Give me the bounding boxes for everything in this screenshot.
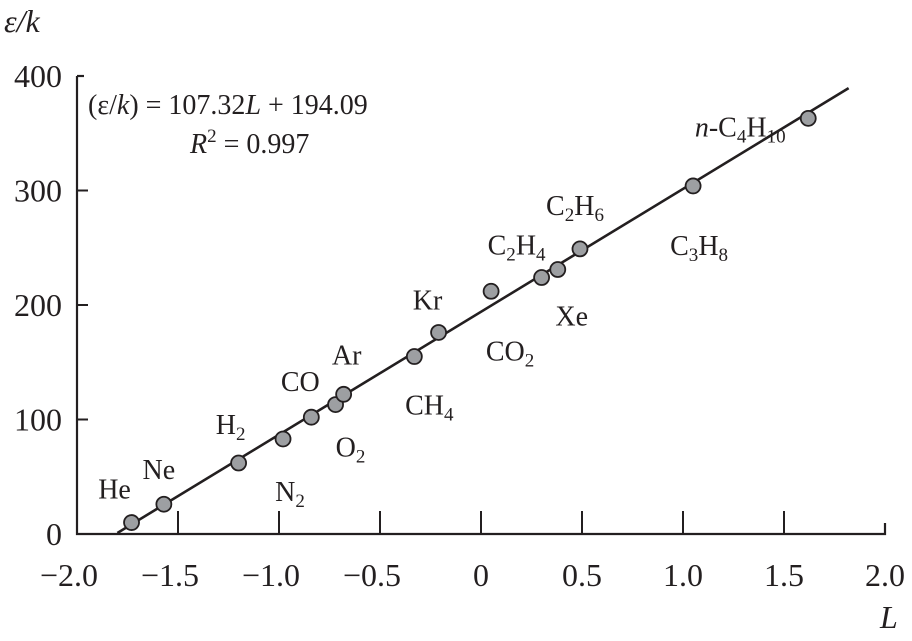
y-tick-label: 300 (14, 173, 62, 209)
point-label-co2: CO2​ (486, 336, 534, 371)
data-point-ne (155, 495, 173, 513)
y-axis-label: ε/k (4, 3, 41, 39)
axes: −2.0 −1.5 −1.0 −0.5 0 0.5 1.0 1.5 2.0 0 100 200 300 4… (14, 58, 905, 593)
data-point-he (123, 514, 140, 531)
y-tick-label: 0 (46, 516, 62, 552)
data-point-n2 (274, 430, 292, 448)
point-labels: He Ne H2​ N2​ CO O2​ Ar CH4​ Kr CO2​ C2​H4​ Xe C2​H6… (98, 112, 785, 512)
point-label-c2h6: C2​H6​ (546, 191, 604, 226)
x-tick-label: 1.0 (663, 557, 703, 593)
data-point-xe (549, 261, 567, 278)
x-axis-label: L (879, 599, 898, 635)
x-tick-label: 2.0 (865, 557, 905, 593)
point-label-ne: Ne (143, 455, 176, 486)
data-point-co (302, 408, 320, 426)
point-label-n2: N2​ (275, 477, 305, 512)
data-point-co2 (482, 282, 500, 300)
x-tick-label: 1.5 (764, 557, 804, 593)
data-point-n-c4h10 (799, 109, 817, 127)
point-label-h2: H2​ (216, 410, 246, 445)
point-label-xe: Xe (555, 302, 588, 333)
point-label-o2: O2​ (336, 433, 366, 468)
point-label-c3h8: C3​H8​ (670, 231, 728, 266)
point-label-co: CO (281, 367, 320, 398)
data-point-kr (430, 324, 447, 341)
y-tick-label: 400 (14, 58, 62, 94)
data-point-c2h6 (571, 240, 589, 258)
point-label-ch4: CH4​ (405, 391, 454, 426)
data-point-h2 (230, 454, 248, 472)
point-label-n-c4h10: n-C4​H10​ (695, 112, 786, 147)
x-tick-label: −2.0 (40, 557, 98, 593)
r-squared: R2 = 0.997 (189, 126, 309, 160)
data-point-c2h4 (533, 269, 550, 286)
data-point-ar (335, 385, 353, 403)
x-tick-label: −1.0 (242, 557, 300, 593)
data-points (123, 109, 817, 531)
x-tick-label: 0.5 (562, 557, 602, 593)
data-point-c3h8 (684, 177, 702, 195)
x-tick-label: 0 (473, 557, 489, 593)
x-tick-label: −1.5 (141, 557, 199, 593)
fit-equation: (ε/k) = 107.32L + 194.09 (88, 90, 368, 121)
point-label-he: He (98, 475, 131, 506)
point-label-kr: Kr (413, 285, 443, 316)
point-label-c2h4: C2​H4​ (488, 231, 546, 266)
data-point-ch4 (405, 348, 423, 365)
y-tick-label: 200 (14, 287, 62, 323)
x-tick-label: −0.5 (343, 557, 401, 593)
point-label-ar: Ar (332, 340, 362, 371)
y-tick-label: 100 (14, 402, 62, 438)
